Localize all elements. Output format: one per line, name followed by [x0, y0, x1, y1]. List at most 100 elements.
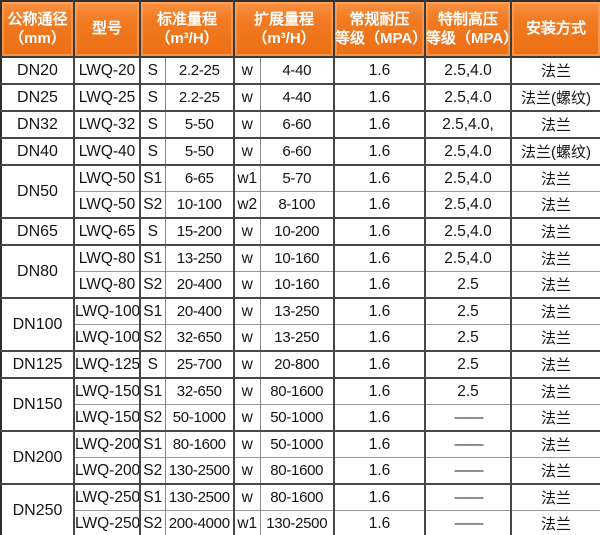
normal-pressure-cell: 1.6 [333, 244, 425, 272]
standard-code-cell: S [139, 217, 165, 245]
header-normal-pressure: 常规耐压 等级（MPA） [333, 1, 425, 58]
header-installation: 安装方式 [510, 1, 600, 58]
installation-cell: 法兰(螺纹) [510, 83, 600, 111]
extended-range-cell: 10-160 [259, 244, 334, 272]
standard-range-cell: 5-50 [164, 110, 234, 138]
table-row: DN20 LWQ-20 S 2.2-25 w 4-40 1.6 2.5,4.0 法兰 [1, 57, 600, 84]
standard-range-cell: 6-65 [164, 164, 234, 192]
extended-range-cell: 10-160 [259, 271, 334, 298]
header-line: 安装方式 [525, 20, 586, 38]
normal-pressure-cell: 1.6 [333, 457, 425, 484]
extended-range-cell: 13-250 [259, 297, 334, 325]
extended-range-cell: 4-40 [259, 57, 334, 84]
normal-pressure-cell: 1.6 [333, 164, 425, 192]
table-row: LWQ-80 S2 20-400 w 10-160 1.6 2.5 法兰 [1, 271, 600, 298]
model-cell: LWQ-20 [73, 57, 140, 84]
standard-code-cell: S1 [139, 244, 165, 272]
installation-cell: 法兰(螺纹) [510, 137, 600, 165]
extended-range-cell: 50-1000 [259, 430, 334, 458]
table-row: DN40 LWQ-40 S 5-50 w 6-60 1.6 2.5,4.0 法兰(螺纹) [1, 137, 600, 165]
header-line: 扩展量程 [253, 10, 314, 28]
installation-cell: 法兰 [510, 350, 600, 378]
model-cell: LWQ-80 [73, 271, 140, 298]
normal-pressure-cell: 1.6 [333, 83, 425, 111]
extended-range-cell: 8-100 [259, 191, 334, 218]
table-row: LWQ-50 S2 10-100 w2 8-100 1.6 2.5,4.0 法兰 [1, 191, 600, 218]
standard-code-cell: S2 [139, 271, 165, 298]
standard-range-cell: 20-400 [164, 271, 234, 298]
extended-range-cell: 6-60 [259, 110, 334, 138]
normal-pressure-cell: 1.6 [333, 510, 425, 535]
normal-pressure-cell: 1.6 [333, 217, 425, 245]
model-cell: LWQ-200 [73, 457, 140, 484]
extended-code-cell: w [233, 137, 260, 165]
standard-code-cell: S1 [139, 377, 165, 405]
normal-pressure-cell: 1.6 [333, 377, 425, 405]
installation-cell: 法兰 [510, 430, 600, 458]
extended-range-cell: 6-60 [259, 137, 334, 165]
table-body: DN20 LWQ-20 S 2.2-25 w 4-40 1.6 2.5,4.0 法兰 DN25 LW… [1, 57, 600, 535]
installation-cell: 法兰 [510, 244, 600, 272]
standard-range-cell: 5-50 [164, 137, 234, 165]
extended-code-cell: w [233, 430, 260, 458]
nominal-diameter-cell: DN80 [1, 244, 74, 298]
table-row: DN80 LWQ-80 S1 13-250 w 10-160 1.6 2.5,4.0 法兰 [1, 244, 600, 298]
model-cell: LWQ-100 [73, 324, 140, 351]
standard-code-cell: S [139, 83, 165, 111]
model-cell: LWQ-50 [73, 191, 140, 218]
standard-range-cell: 32-650 [164, 377, 234, 405]
header-line: 公称通径 [7, 10, 68, 28]
standard-code-cell: S1 [139, 430, 165, 458]
nominal-diameter-cell: DN200 [1, 430, 74, 484]
normal-pressure-cell: 1.6 [333, 430, 425, 458]
table-row: DN50 LWQ-50 S1 6-65 w1 5-70 1.6 2.5,4.0 法兰 [1, 164, 600, 218]
standard-code-cell: S1 [139, 297, 165, 325]
extended-code-cell: w [233, 244, 260, 272]
extended-code-cell: w [233, 217, 260, 245]
standard-range-cell: 32-650 [164, 324, 234, 351]
model-cell: LWQ-125 [73, 350, 140, 378]
table-header: 公称通径 （mm） 型号 标准量程 （m³/H） 扩展量程 （m³/H） 常规耐… [1, 1, 600, 58]
special-pressure-cell: 2.5,4.0 [424, 244, 511, 272]
installation-cell: 法兰 [510, 510, 600, 535]
model-cell: LWQ-250 [73, 483, 140, 511]
header-line: 特制高压 [437, 10, 498, 28]
header-line: （m³/H） [252, 30, 316, 47]
model-cell: LWQ-150 [73, 404, 140, 431]
extended-code-cell: w1 [233, 164, 260, 192]
extended-code-cell: w [233, 57, 260, 84]
header-line: 等级（MPA） [426, 30, 511, 47]
model-cell: LWQ-200 [73, 430, 140, 458]
normal-pressure-cell: 1.6 [333, 271, 425, 298]
header-line: （mm） [9, 30, 66, 47]
extended-range-cell: 80-1600 [259, 457, 334, 484]
standard-code-cell: S2 [139, 191, 165, 218]
table-row: DN150 LWQ-150 S1 32-650 w 80-1600 1.6 2.5 法兰 [1, 377, 600, 431]
model-cell: LWQ-50 [73, 164, 140, 192]
special-pressure-cell: —— [424, 430, 511, 458]
header-line: 标准量程 [156, 10, 217, 28]
standard-range-cell: 15-200 [164, 217, 234, 245]
special-pressure-cell: 2.5,4.0 [424, 217, 511, 245]
model-cell: LWQ-40 [73, 137, 140, 165]
model-cell: LWQ-250 [73, 510, 140, 535]
special-pressure-cell: 2.5,4.0 [424, 191, 511, 218]
standard-code-cell: S [139, 110, 165, 138]
standard-code-cell: S [139, 350, 165, 378]
table-row: DN200 LWQ-200 S1 80-1600 w 50-1000 1.6 —— 法兰 [1, 430, 600, 484]
normal-pressure-cell: 1.6 [333, 191, 425, 218]
standard-range-cell: 2.2-25 [164, 57, 234, 84]
table-row: LWQ-150 S2 50-1000 w 50-1000 1.6 —— 法兰 [1, 404, 600, 431]
special-pressure-cell: 2.5,4.0 [424, 137, 511, 165]
normal-pressure-cell: 1.6 [333, 350, 425, 378]
extended-range-cell: 4-40 [259, 83, 334, 111]
installation-cell: 法兰 [510, 271, 600, 298]
extended-code-cell: w [233, 350, 260, 378]
header-line: （m³/H） [155, 30, 219, 47]
special-pressure-cell: —— [424, 404, 511, 431]
installation-cell: 法兰 [510, 217, 600, 245]
installation-cell: 法兰 [510, 377, 600, 405]
installation-cell: 法兰 [510, 324, 600, 351]
standard-code-cell: S1 [139, 483, 165, 511]
